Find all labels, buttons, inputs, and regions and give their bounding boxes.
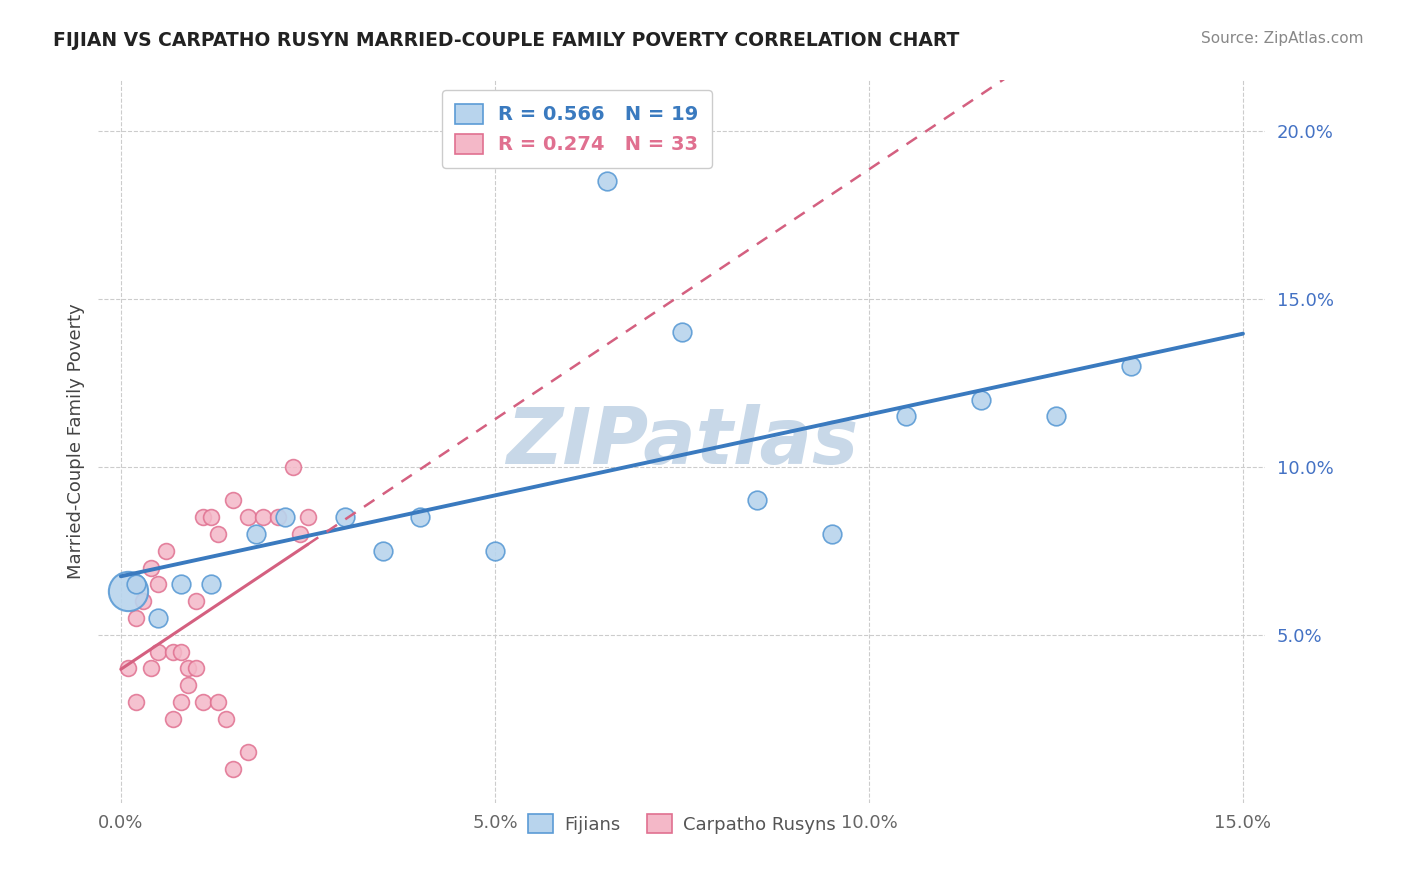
Point <box>371 543 394 558</box>
Point <box>139 661 162 675</box>
Point <box>177 678 200 692</box>
Point <box>335 510 357 524</box>
Point <box>297 510 319 524</box>
Point <box>177 661 200 675</box>
Text: ZIPat​las: ZIPat​las <box>506 403 858 480</box>
Point <box>125 577 148 591</box>
Point <box>409 510 432 524</box>
Point <box>820 527 842 541</box>
Point <box>125 577 148 591</box>
Point <box>184 594 207 608</box>
Point <box>125 611 148 625</box>
Point <box>222 493 245 508</box>
Point <box>281 459 304 474</box>
Point <box>671 326 693 340</box>
Point <box>117 584 139 599</box>
Point <box>184 661 207 675</box>
Point <box>200 510 222 524</box>
Point <box>267 510 290 524</box>
Point <box>245 527 267 541</box>
Point <box>207 695 229 709</box>
Y-axis label: Married-Couple Family Poverty: Married-Couple Family Poverty <box>66 303 84 580</box>
Point <box>896 409 918 424</box>
Point <box>252 510 274 524</box>
Point <box>200 577 222 591</box>
Point <box>162 712 184 726</box>
Point <box>132 594 155 608</box>
Point <box>596 174 619 188</box>
Point <box>155 543 177 558</box>
Point <box>1045 409 1067 424</box>
Point <box>290 527 312 541</box>
Point <box>148 577 170 591</box>
Point <box>191 695 214 709</box>
Point <box>236 510 259 524</box>
Point <box>170 695 193 709</box>
Legend: Fijians, Carpatho Rusyns: Fijians, Carpatho Rusyns <box>517 804 846 845</box>
Point <box>745 493 768 508</box>
Point <box>148 644 170 658</box>
Point <box>236 745 259 759</box>
Point <box>162 644 184 658</box>
Point <box>170 577 193 591</box>
Point <box>125 695 148 709</box>
Point <box>139 560 162 574</box>
Text: Source: ZipAtlas.com: Source: ZipAtlas.com <box>1201 31 1364 46</box>
Point <box>117 661 139 675</box>
Point <box>222 762 245 776</box>
Point <box>970 392 993 407</box>
Point <box>1119 359 1142 373</box>
Point <box>274 510 297 524</box>
Text: FIJIAN VS CARPATHO RUSYN MARRIED-COUPLE FAMILY POVERTY CORRELATION CHART: FIJIAN VS CARPATHO RUSYN MARRIED-COUPLE … <box>53 31 960 50</box>
Point <box>207 527 229 541</box>
Point <box>148 611 170 625</box>
Point <box>170 644 193 658</box>
Point <box>214 712 236 726</box>
Point <box>484 543 506 558</box>
Point <box>191 510 214 524</box>
